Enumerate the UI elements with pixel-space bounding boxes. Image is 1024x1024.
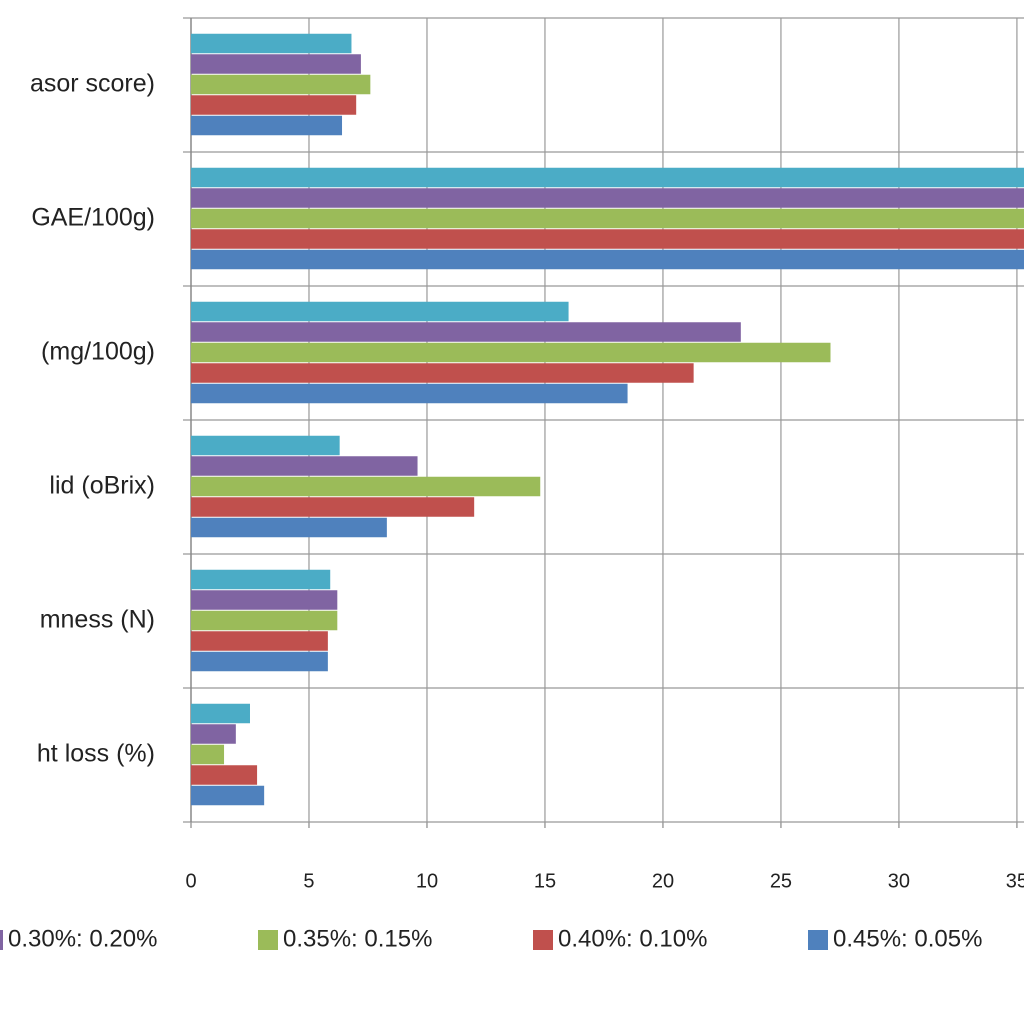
bar	[191, 765, 258, 785]
legend-swatch	[258, 930, 278, 950]
y-tick-label: lid (oBrix)	[49, 472, 155, 500]
bar	[191, 610, 338, 631]
x-tick-label: 20	[652, 870, 674, 892]
bar	[191, 724, 236, 744]
y-tick-label: GAE/100g)	[31, 204, 155, 232]
x-tick-label: 35	[1006, 870, 1024, 892]
bar	[191, 229, 1024, 249]
legend-label: 0.35%: 0.15%	[283, 925, 432, 952]
legend-swatch	[0, 930, 3, 950]
x-tick-label: 5	[303, 870, 314, 892]
legend-label: 0.40%: 0.10%	[558, 925, 707, 952]
x-tick-label: 30	[888, 870, 910, 892]
bar	[191, 33, 352, 54]
bar	[191, 167, 1024, 188]
bar	[191, 517, 387, 538]
bar	[191, 363, 694, 383]
legend-swatch	[808, 930, 828, 950]
bar	[191, 208, 1024, 229]
bar	[191, 631, 328, 651]
legend-label: 0.45%: 0.05%	[833, 925, 982, 952]
bar	[191, 188, 1024, 208]
y-tick-label: ht loss (%)	[37, 740, 155, 768]
bar	[191, 590, 338, 610]
bar	[191, 497, 475, 517]
bar	[191, 785, 265, 806]
bar	[191, 456, 418, 476]
y-tick-label: asor score)	[30, 70, 155, 98]
bar	[191, 95, 357, 115]
legend-label: 0.30%: 0.20%	[8, 925, 157, 952]
x-tick-label: 10	[416, 870, 438, 892]
bar	[191, 322, 741, 342]
bar	[191, 342, 831, 363]
bar	[191, 476, 541, 497]
x-tick-label: 25	[770, 870, 792, 892]
bar	[191, 435, 340, 456]
x-tick-label: 15	[534, 870, 556, 892]
bar	[191, 383, 628, 404]
bar	[191, 569, 331, 590]
bar	[191, 703, 250, 724]
bar	[191, 54, 361, 74]
legend-swatch	[533, 930, 553, 950]
bar	[191, 651, 328, 672]
bar	[191, 301, 569, 322]
y-tick-label: (mg/100g)	[41, 338, 155, 366]
bar	[191, 74, 371, 95]
x-tick-label: 0	[185, 870, 196, 892]
bar	[191, 249, 1024, 270]
bar	[191, 115, 343, 136]
bar	[191, 744, 225, 765]
y-tick-label: mness (N)	[40, 606, 155, 634]
